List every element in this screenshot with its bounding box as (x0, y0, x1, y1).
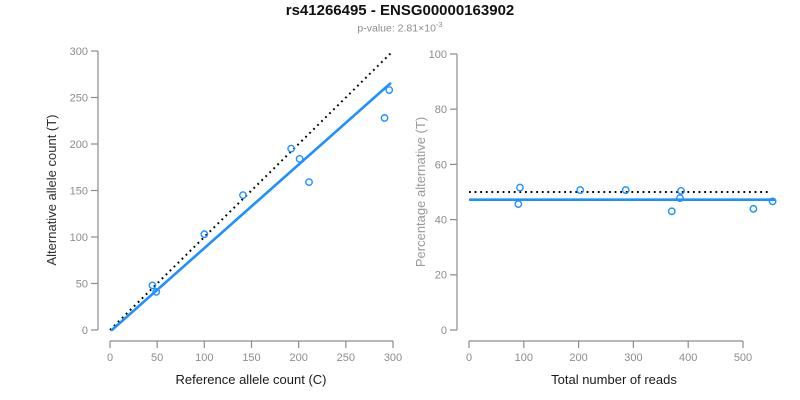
x-tick-label: 300 (624, 352, 642, 364)
x-tick-label: 200 (289, 352, 307, 364)
identity-line (109, 50, 394, 331)
data-point (667, 207, 676, 216)
p-value-subtitle: p-value: 2.81×10-3 (0, 20, 800, 35)
x-tick-label: 100 (515, 352, 533, 364)
data-point (305, 178, 313, 187)
percentage-scatter: 0 20 40 60 80 100 0 100 200 300 400 500 Total number… (413, 49, 777, 387)
p-value-text: p-value: 2.81×10 (357, 22, 436, 35)
x-tick-label: 250 (337, 352, 355, 364)
data-point (287, 144, 296, 153)
x-tick-label: 0 (107, 352, 113, 364)
data-point (749, 204, 758, 213)
data-point (148, 281, 157, 290)
y-tick-label: 200 (70, 139, 88, 151)
data-point (677, 186, 685, 195)
figure-title: rs41266495 - ENSG00000163902 (285, 2, 515, 19)
x-tick-label: 500 (734, 352, 752, 364)
y-tick-label: 0 (441, 325, 447, 337)
allele-counts-scatter: 0 50 100 150 200 250 300 0 50 100 150 200 250 300 Refe… (44, 46, 402, 387)
x-tick-label: 0 (466, 352, 472, 364)
x-tick-label: 400 (679, 352, 697, 364)
data-point (516, 183, 524, 192)
x-axis-label: Reference allele count (C) (175, 372, 326, 387)
x-axis-label: Total number of reads (551, 372, 677, 387)
y-tick-label: 20 (435, 270, 447, 282)
y-tick-label: 100 (70, 232, 88, 244)
y-tick-label: 40 (435, 214, 447, 226)
p-value-exponent: -3 (435, 20, 443, 29)
y-tick-label: 60 (435, 159, 447, 171)
y-axis-label: Percentage alternative (T) (413, 117, 428, 267)
x-tick-label: 50 (151, 352, 163, 364)
data-point (295, 154, 304, 163)
data-point (380, 114, 389, 122)
data-point (152, 287, 161, 296)
y-tick-label: 50 (76, 278, 88, 290)
x-tick-label: 200 (569, 352, 587, 364)
data-point (676, 194, 684, 202)
y-tick-label: 0 (82, 325, 88, 337)
y-tick-label: 100 (429, 49, 447, 61)
y-axis-label: Alternative allele count (T) (44, 114, 59, 265)
data-point (514, 200, 523, 209)
x-tick-label: 300 (384, 352, 402, 364)
data-point (385, 86, 394, 94)
x-tick-label: 100 (195, 352, 213, 364)
data-point (621, 186, 630, 194)
data-point (200, 230, 209, 239)
y-tick-label: 150 (70, 185, 88, 197)
y-tick-label: 300 (70, 46, 88, 58)
x-tick-label: 150 (242, 352, 260, 364)
data-point (768, 197, 777, 206)
y-tick-label: 80 (435, 104, 447, 116)
y-tick-label: 250 (70, 92, 88, 104)
data-point (239, 191, 247, 200)
data-point (576, 186, 585, 194)
